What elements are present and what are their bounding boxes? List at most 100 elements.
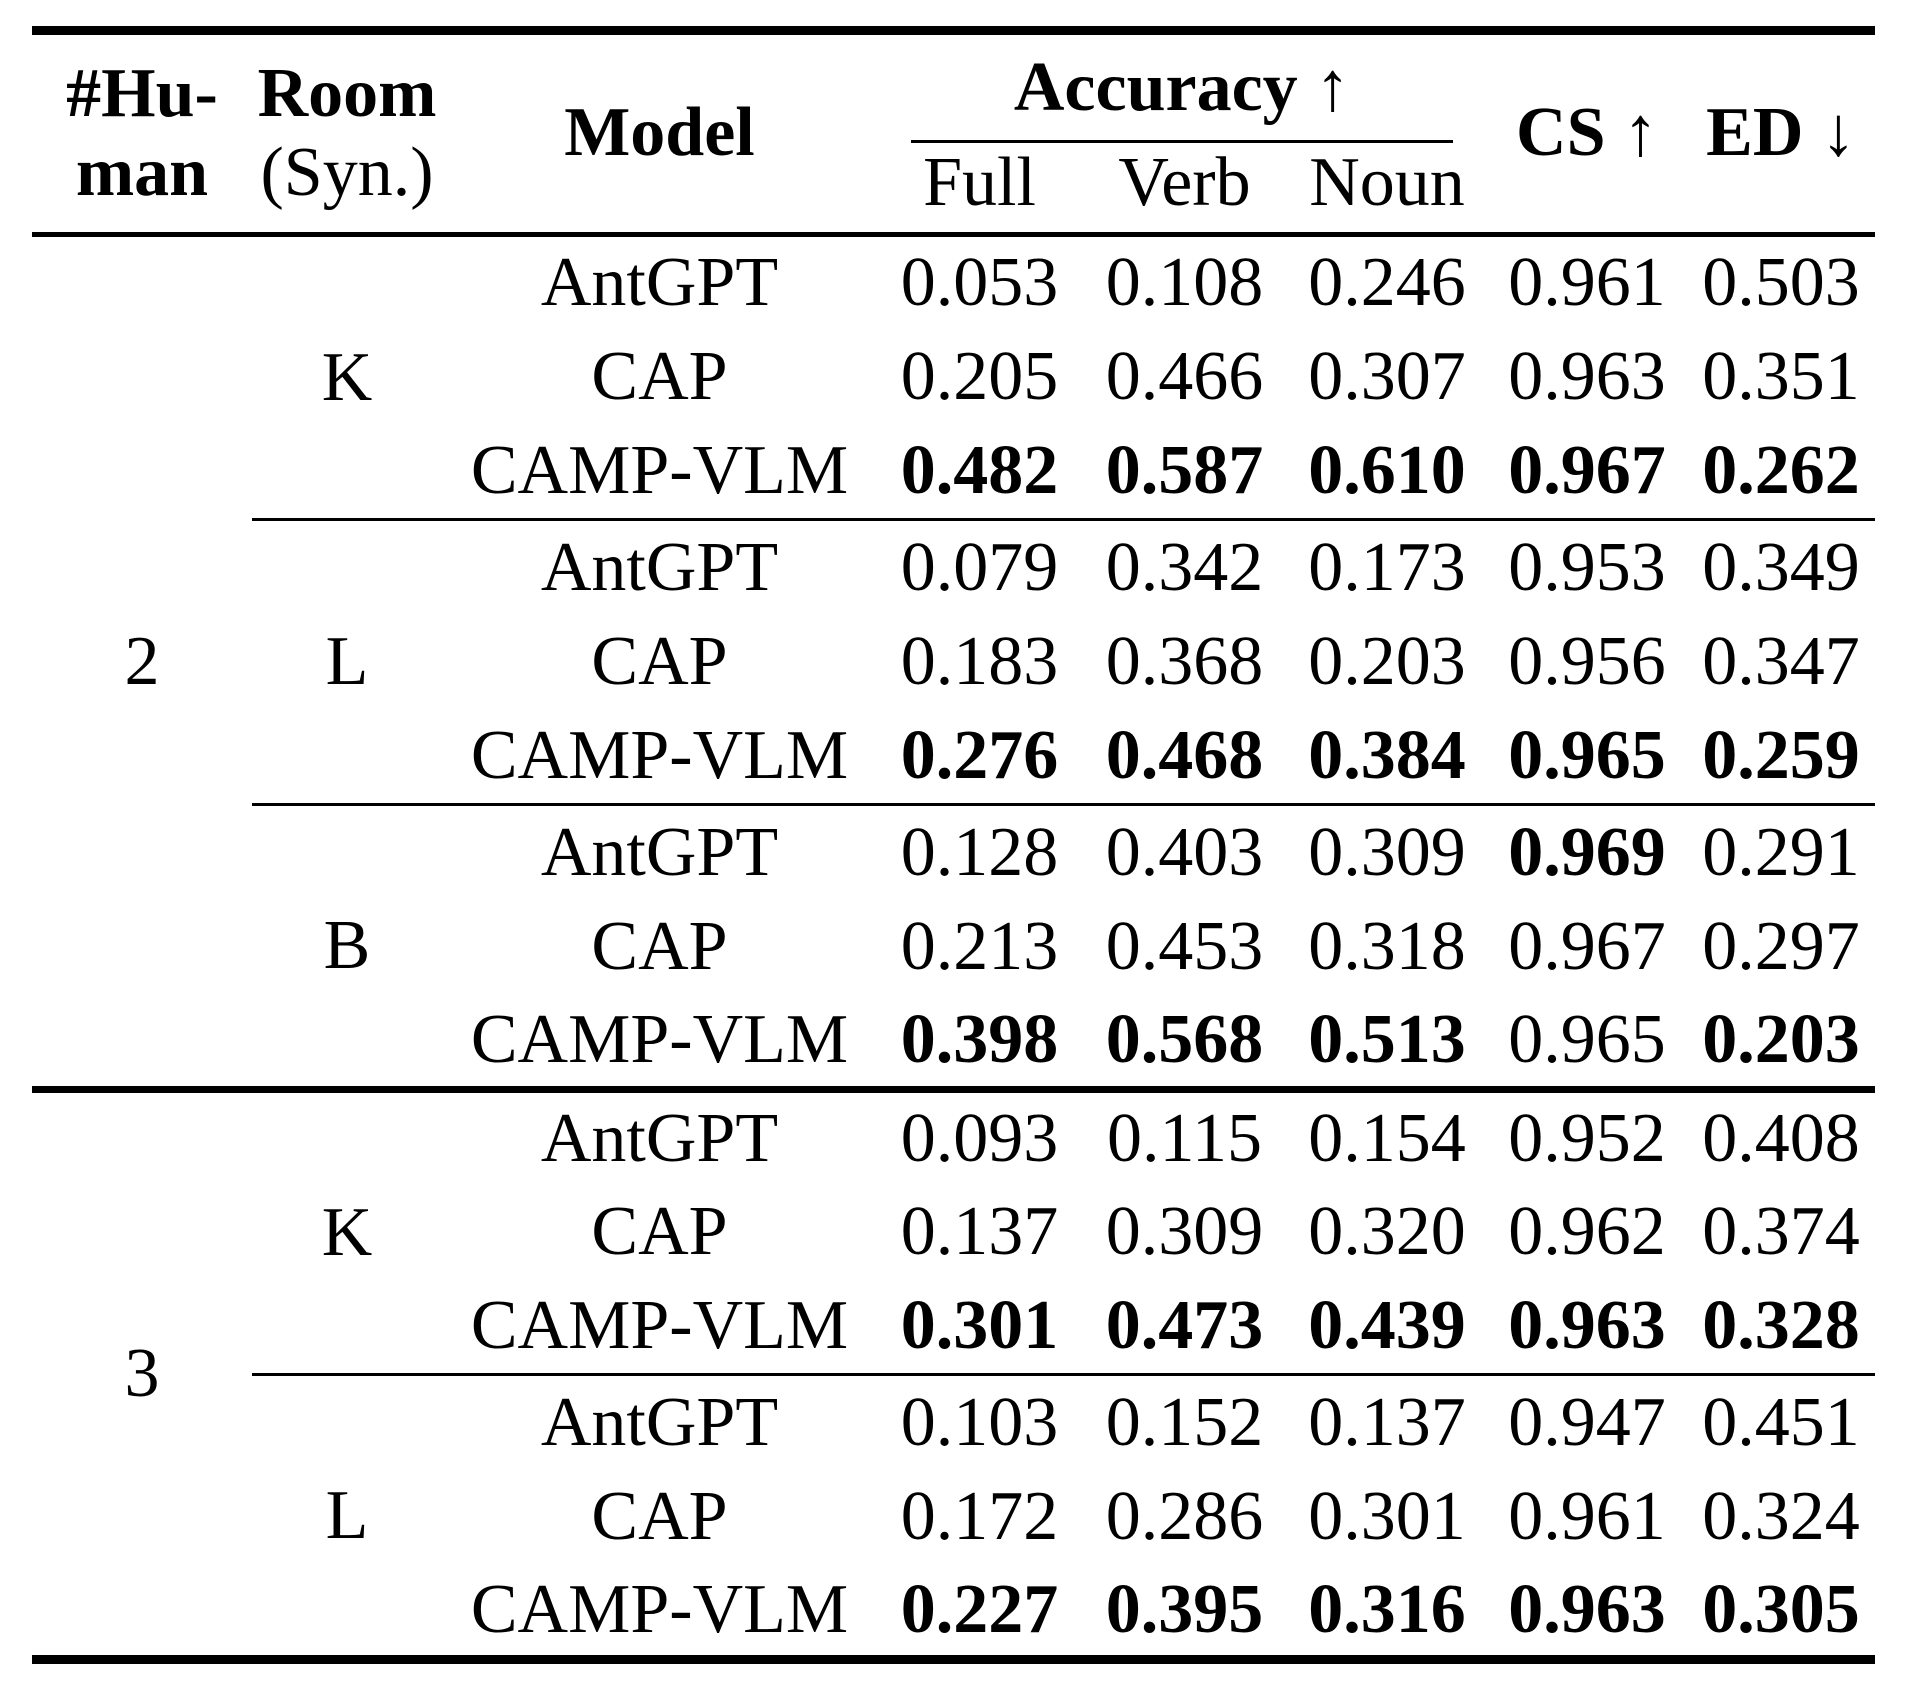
value-cell: 0.093 (877, 1086, 1082, 1185)
table-row: CAMP-VLM 0.276 0.468 0.384 0.965 0.259 (32, 710, 1875, 805)
room-cell: L (252, 1373, 442, 1660)
value-cell: 0.205 (900, 338, 1059, 415)
model-cell: CAMP-VLM (470, 717, 849, 795)
value-cell: 0.053 (900, 244, 1059, 322)
value-cell: 0.453 (1105, 908, 1264, 985)
value-cell: 0.154 (1287, 1086, 1488, 1185)
value-cell: 0.307 (1308, 338, 1466, 415)
model-cell: CAP (591, 623, 728, 700)
table-row: CAMP-VLM 0.227 0.395 0.316 0.963 0.305 (32, 1565, 1875, 1660)
value-cell: 0.947 (1487, 1373, 1688, 1470)
value-cell: 0.137 (900, 1193, 1059, 1270)
header-ed: ED ↓ (1687, 30, 1876, 237)
value-cell: 0.203 (1702, 1001, 1860, 1079)
header-accuracy-group: Accuracy ↑ (877, 31, 1487, 143)
value-cell: 0.961 (1508, 244, 1666, 322)
table-row: CAP 0.172 0.286 0.301 0.961 0.324 (32, 1470, 1875, 1565)
model-cell: AntGPT (442, 1373, 877, 1470)
value-cell: 0.963 (1508, 338, 1666, 415)
value-cell: 0.395 (1105, 1570, 1264, 1648)
header-room-line1: Room (257, 55, 437, 133)
value-cell: 0.965 (1508, 1001, 1666, 1079)
value-cell: 0.301 (1308, 1478, 1466, 1555)
value-cell: 0.203 (1308, 623, 1466, 700)
value-cell: 0.183 (900, 623, 1059, 700)
value-cell: 0.513 (1308, 1001, 1466, 1079)
table-row: 3 K AntGPT 0.093 0.115 0.154 0.952 0.408 (32, 1086, 1876, 1660)
value-cell: 0.956 (1508, 623, 1666, 700)
value-cell: 0.473 (1105, 1287, 1264, 1365)
value-cell: 0.408 (1687, 1086, 1876, 1185)
model-cell: CAMP-VLM (470, 1001, 849, 1079)
value-cell: 0.115 (1082, 1086, 1287, 1185)
model-cell: CAP (591, 1478, 728, 1555)
value-cell: 0.286 (1105, 1478, 1264, 1555)
table-row: B AntGPT 0.128 0.403 0.309 0.969 0.291 (32, 803, 1876, 1090)
value-cell: 0.128 (877, 803, 1082, 900)
value-cell: 0.318 (1308, 908, 1466, 985)
model-cell: AntGPT (442, 518, 877, 615)
model-cell: CAP (591, 908, 728, 985)
header-room: Room (Syn.) (252, 30, 442, 237)
table-row: CAP 0.213 0.453 0.318 0.967 0.297 (32, 900, 1875, 995)
value-cell: 0.079 (877, 518, 1082, 615)
header-human: #Hu- man (32, 30, 252, 237)
value-cell: 0.213 (900, 908, 1059, 985)
model-cell: AntGPT (442, 1086, 877, 1185)
value-cell: 0.316 (1308, 1570, 1466, 1648)
value-cell: 0.291 (1687, 803, 1876, 900)
model-cell: AntGPT (442, 803, 877, 900)
value-cell: 0.403 (1082, 803, 1287, 900)
value-cell: 0.468 (1105, 717, 1264, 795)
human-cell: 2 (124, 622, 160, 700)
value-cell: 0.297 (1702, 908, 1860, 985)
value-cell: 0.347 (1702, 623, 1860, 700)
value-cell: 0.276 (900, 717, 1059, 795)
value-cell: 0.398 (900, 1001, 1059, 1079)
value-cell: 0.152 (1082, 1373, 1287, 1470)
header-human-line2: man (75, 133, 209, 211)
value-cell: 0.328 (1702, 1287, 1860, 1365)
model-cell: CAMP-VLM (470, 1287, 849, 1365)
value-cell: 0.963 (1508, 1287, 1666, 1365)
table-row: CAP 0.137 0.309 0.320 0.962 0.374 (32, 1185, 1875, 1280)
room-cell: K (252, 1086, 442, 1375)
value-cell: 0.320 (1308, 1193, 1466, 1270)
table-row: L AntGPT 0.103 0.152 0.137 0.947 0.451 (32, 1373, 1876, 1660)
value-cell: 0.324 (1702, 1478, 1860, 1555)
header-full: Full (877, 142, 1082, 237)
table-row: CAP 0.205 0.466 0.307 0.963 0.351 (32, 330, 1875, 425)
value-cell: 0.173 (1287, 518, 1488, 615)
value-cell: 0.451 (1687, 1373, 1876, 1470)
header-cs: CS ↑ (1487, 30, 1688, 237)
model-cell: CAMP-VLM (470, 1570, 849, 1648)
value-cell: 0.439 (1308, 1287, 1466, 1365)
value-cell: 0.952 (1487, 1086, 1688, 1185)
value-cell: 0.967 (1508, 432, 1666, 510)
table-row: CAMP-VLM 0.482 0.587 0.610 0.967 0.262 (32, 425, 1875, 520)
header-noun: Noun (1287, 142, 1488, 237)
value-cell: 0.246 (1308, 244, 1466, 322)
value-cell: 0.503 (1702, 244, 1860, 322)
human-cell: 3 (32, 1086, 252, 1660)
value-cell: 0.227 (900, 1570, 1059, 1648)
value-cell: 0.309 (1287, 803, 1488, 900)
model-cell: CAMP-VLM (470, 432, 849, 510)
value-cell: 0.309 (1105, 1193, 1264, 1270)
table-header: #Hu- man Room (Syn.) Model Accuracy ↑ CS… (32, 30, 1876, 237)
value-cell: 0.351 (1702, 338, 1860, 415)
value-cell: 0.368 (1105, 623, 1264, 700)
room-cell: K (321, 338, 373, 416)
value-cell: 0.953 (1487, 518, 1688, 615)
value-cell: 0.967 (1508, 908, 1666, 985)
value-cell: 0.482 (900, 432, 1059, 510)
value-cell: 0.962 (1508, 1193, 1666, 1270)
value-cell: 0.342 (1082, 518, 1287, 615)
value-cell: 0.969 (1487, 803, 1688, 900)
value-cell: 0.963 (1508, 1570, 1666, 1648)
model-cell: CAP (591, 338, 728, 415)
value-cell: 0.587 (1105, 432, 1264, 510)
value-cell: 0.384 (1308, 717, 1466, 795)
table-row: CAMP-VLM 0.301 0.473 0.439 0.963 0.328 (32, 1280, 1875, 1375)
value-cell: 0.305 (1702, 1570, 1860, 1648)
